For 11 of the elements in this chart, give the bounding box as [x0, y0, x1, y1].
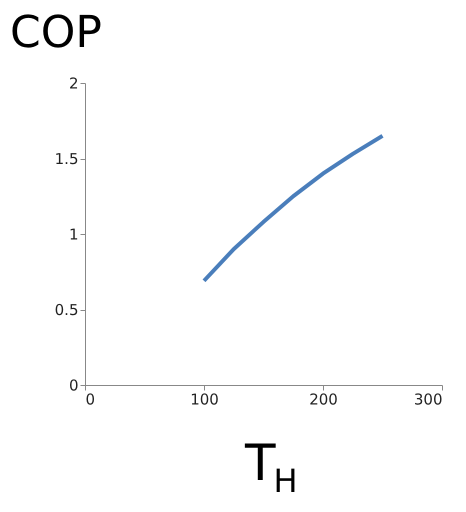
x-tick-label: 200 [309, 390, 338, 408]
y-tick-label: 1 [68, 226, 78, 244]
x-tick-label: 0 [86, 390, 96, 408]
y-tick-label: 1.5 [54, 150, 78, 168]
x-tick-label: 100 [190, 390, 219, 408]
x-tick-label: 300 [414, 390, 442, 408]
y-tick-label: 2 [68, 74, 78, 92]
y-tick-label: 0 [68, 376, 78, 394]
chart-title: COP [10, 7, 102, 58]
y-tick-label: 0.5 [54, 301, 78, 319]
line-series [202, 134, 384, 283]
